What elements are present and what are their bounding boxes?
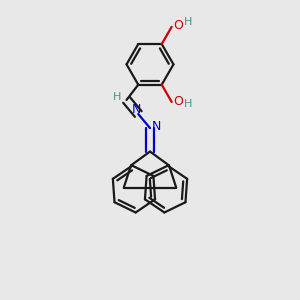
Text: H: H: [184, 100, 192, 110]
Text: O: O: [173, 19, 183, 32]
Text: H: H: [184, 17, 192, 27]
Text: N: N: [152, 120, 162, 133]
Text: H: H: [113, 92, 121, 102]
Text: O: O: [173, 95, 183, 109]
Text: N: N: [132, 103, 141, 116]
